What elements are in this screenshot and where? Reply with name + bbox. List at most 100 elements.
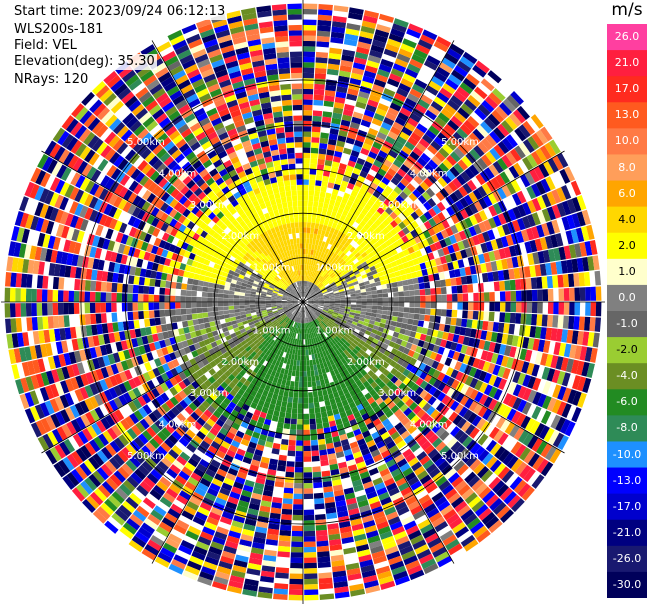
velocity-gate	[477, 103, 491, 117]
velocity-gate	[347, 160, 356, 168]
velocity-gate	[539, 237, 548, 251]
velocity-gate	[394, 224, 402, 233]
velocity-gate	[146, 352, 154, 362]
velocity-gate	[529, 168, 540, 183]
velocity-gate	[436, 330, 444, 339]
velocity-gate	[335, 195, 343, 203]
velocity-gate	[380, 580, 396, 590]
velocity-gate	[487, 321, 494, 332]
velocity-gate	[460, 276, 468, 285]
velocity-gate	[304, 323, 306, 329]
velocity-gate	[358, 267, 365, 273]
velocity-gate	[306, 311, 310, 317]
velocity-gate	[322, 247, 327, 254]
velocity-gate	[411, 83, 425, 94]
velocity-gate	[385, 278, 392, 284]
velocity-gate	[437, 460, 450, 472]
velocity-gate	[324, 159, 333, 167]
velocity-gate	[54, 382, 65, 396]
velocity-gate	[321, 289, 328, 294]
velocity-gate	[340, 358, 347, 365]
velocity-gate	[172, 479, 184, 490]
velocity-gate	[145, 441, 157, 453]
velocity-gate	[383, 397, 393, 406]
velocity-gate	[574, 243, 582, 258]
velocity-gate	[311, 142, 320, 149]
velocity-gate	[363, 230, 371, 238]
velocity-gate	[412, 258, 420, 266]
velocity-gate	[545, 445, 557, 461]
velocity-gate	[332, 435, 341, 443]
velocity-gate	[51, 428, 63, 444]
velocity-gate	[428, 322, 435, 330]
velocity-gate	[413, 235, 422, 244]
velocity-gate	[352, 348, 359, 355]
velocity-gate	[366, 308, 372, 313]
velocity-gate	[373, 555, 387, 565]
velocity-gate	[310, 291, 316, 296]
velocity-gate	[389, 521, 403, 531]
velocity-gate	[154, 419, 165, 431]
velocity-gate	[56, 426, 68, 441]
velocity-gate	[245, 287, 252, 291]
velocity-gate	[367, 377, 375, 385]
velocity-gate	[333, 5, 349, 13]
velocity-gate	[249, 323, 256, 329]
velocity-gate	[400, 323, 408, 330]
velocity-gate	[460, 171, 471, 183]
velocity-gate	[440, 504, 454, 516]
velocity-gate	[276, 299, 282, 301]
velocity-gate	[473, 446, 486, 459]
velocity-gate	[366, 291, 372, 296]
velocity-gate	[501, 154, 513, 168]
velocity-gate	[212, 423, 222, 432]
velocity-gate	[267, 288, 274, 293]
velocity-gate	[391, 316, 398, 322]
velocity-gate	[200, 269, 207, 276]
velocity-gate	[303, 222, 307, 228]
velocity-gate	[385, 357, 393, 365]
velocity-gate	[104, 460, 117, 474]
velocity-gate	[66, 421, 77, 436]
velocity-gate	[79, 386, 89, 400]
velocity-gate	[183, 505, 197, 516]
velocity-gate	[277, 551, 290, 558]
velocity-gate	[75, 375, 85, 388]
velocity-gate	[197, 536, 212, 546]
velocity-gate	[154, 310, 160, 318]
velocity-gate	[224, 281, 231, 287]
velocity-gate	[249, 552, 263, 560]
velocity-gate	[324, 267, 330, 273]
velocity-gate	[347, 270, 354, 276]
velocity-gate	[392, 396, 401, 405]
velocity-gate	[310, 290, 315, 295]
velocity-gate	[210, 401, 220, 410]
velocity-gate	[300, 307, 302, 313]
velocity-gate	[54, 396, 65, 411]
velocity-gate	[552, 384, 562, 399]
velocity-gate	[403, 434, 414, 444]
velocity-gate	[375, 565, 391, 575]
velocity-gate	[164, 338, 172, 347]
velocity-gate	[328, 52, 342, 60]
velocity-gate	[336, 256, 343, 263]
velocity-gate	[386, 283, 393, 289]
velocity-gate	[199, 501, 212, 512]
velocity-gate	[186, 443, 197, 453]
velocity-gate	[445, 226, 454, 237]
velocity-gate	[214, 531, 228, 541]
velocity-gate	[284, 385, 290, 392]
velocity-gate	[311, 375, 316, 382]
velocity-gate	[557, 385, 567, 401]
velocity-gate	[363, 519, 376, 529]
velocity-gate	[208, 368, 217, 376]
velocity-gate	[303, 78, 314, 84]
velocity-gate	[249, 304, 256, 308]
velocity-gate	[232, 458, 242, 467]
velocity-gate	[261, 288, 268, 293]
velocity-gate	[569, 287, 575, 301]
velocity-gate	[303, 147, 311, 153]
velocity-gate	[290, 308, 296, 313]
velocity-gate	[387, 427, 397, 436]
velocity-gate	[514, 127, 527, 142]
